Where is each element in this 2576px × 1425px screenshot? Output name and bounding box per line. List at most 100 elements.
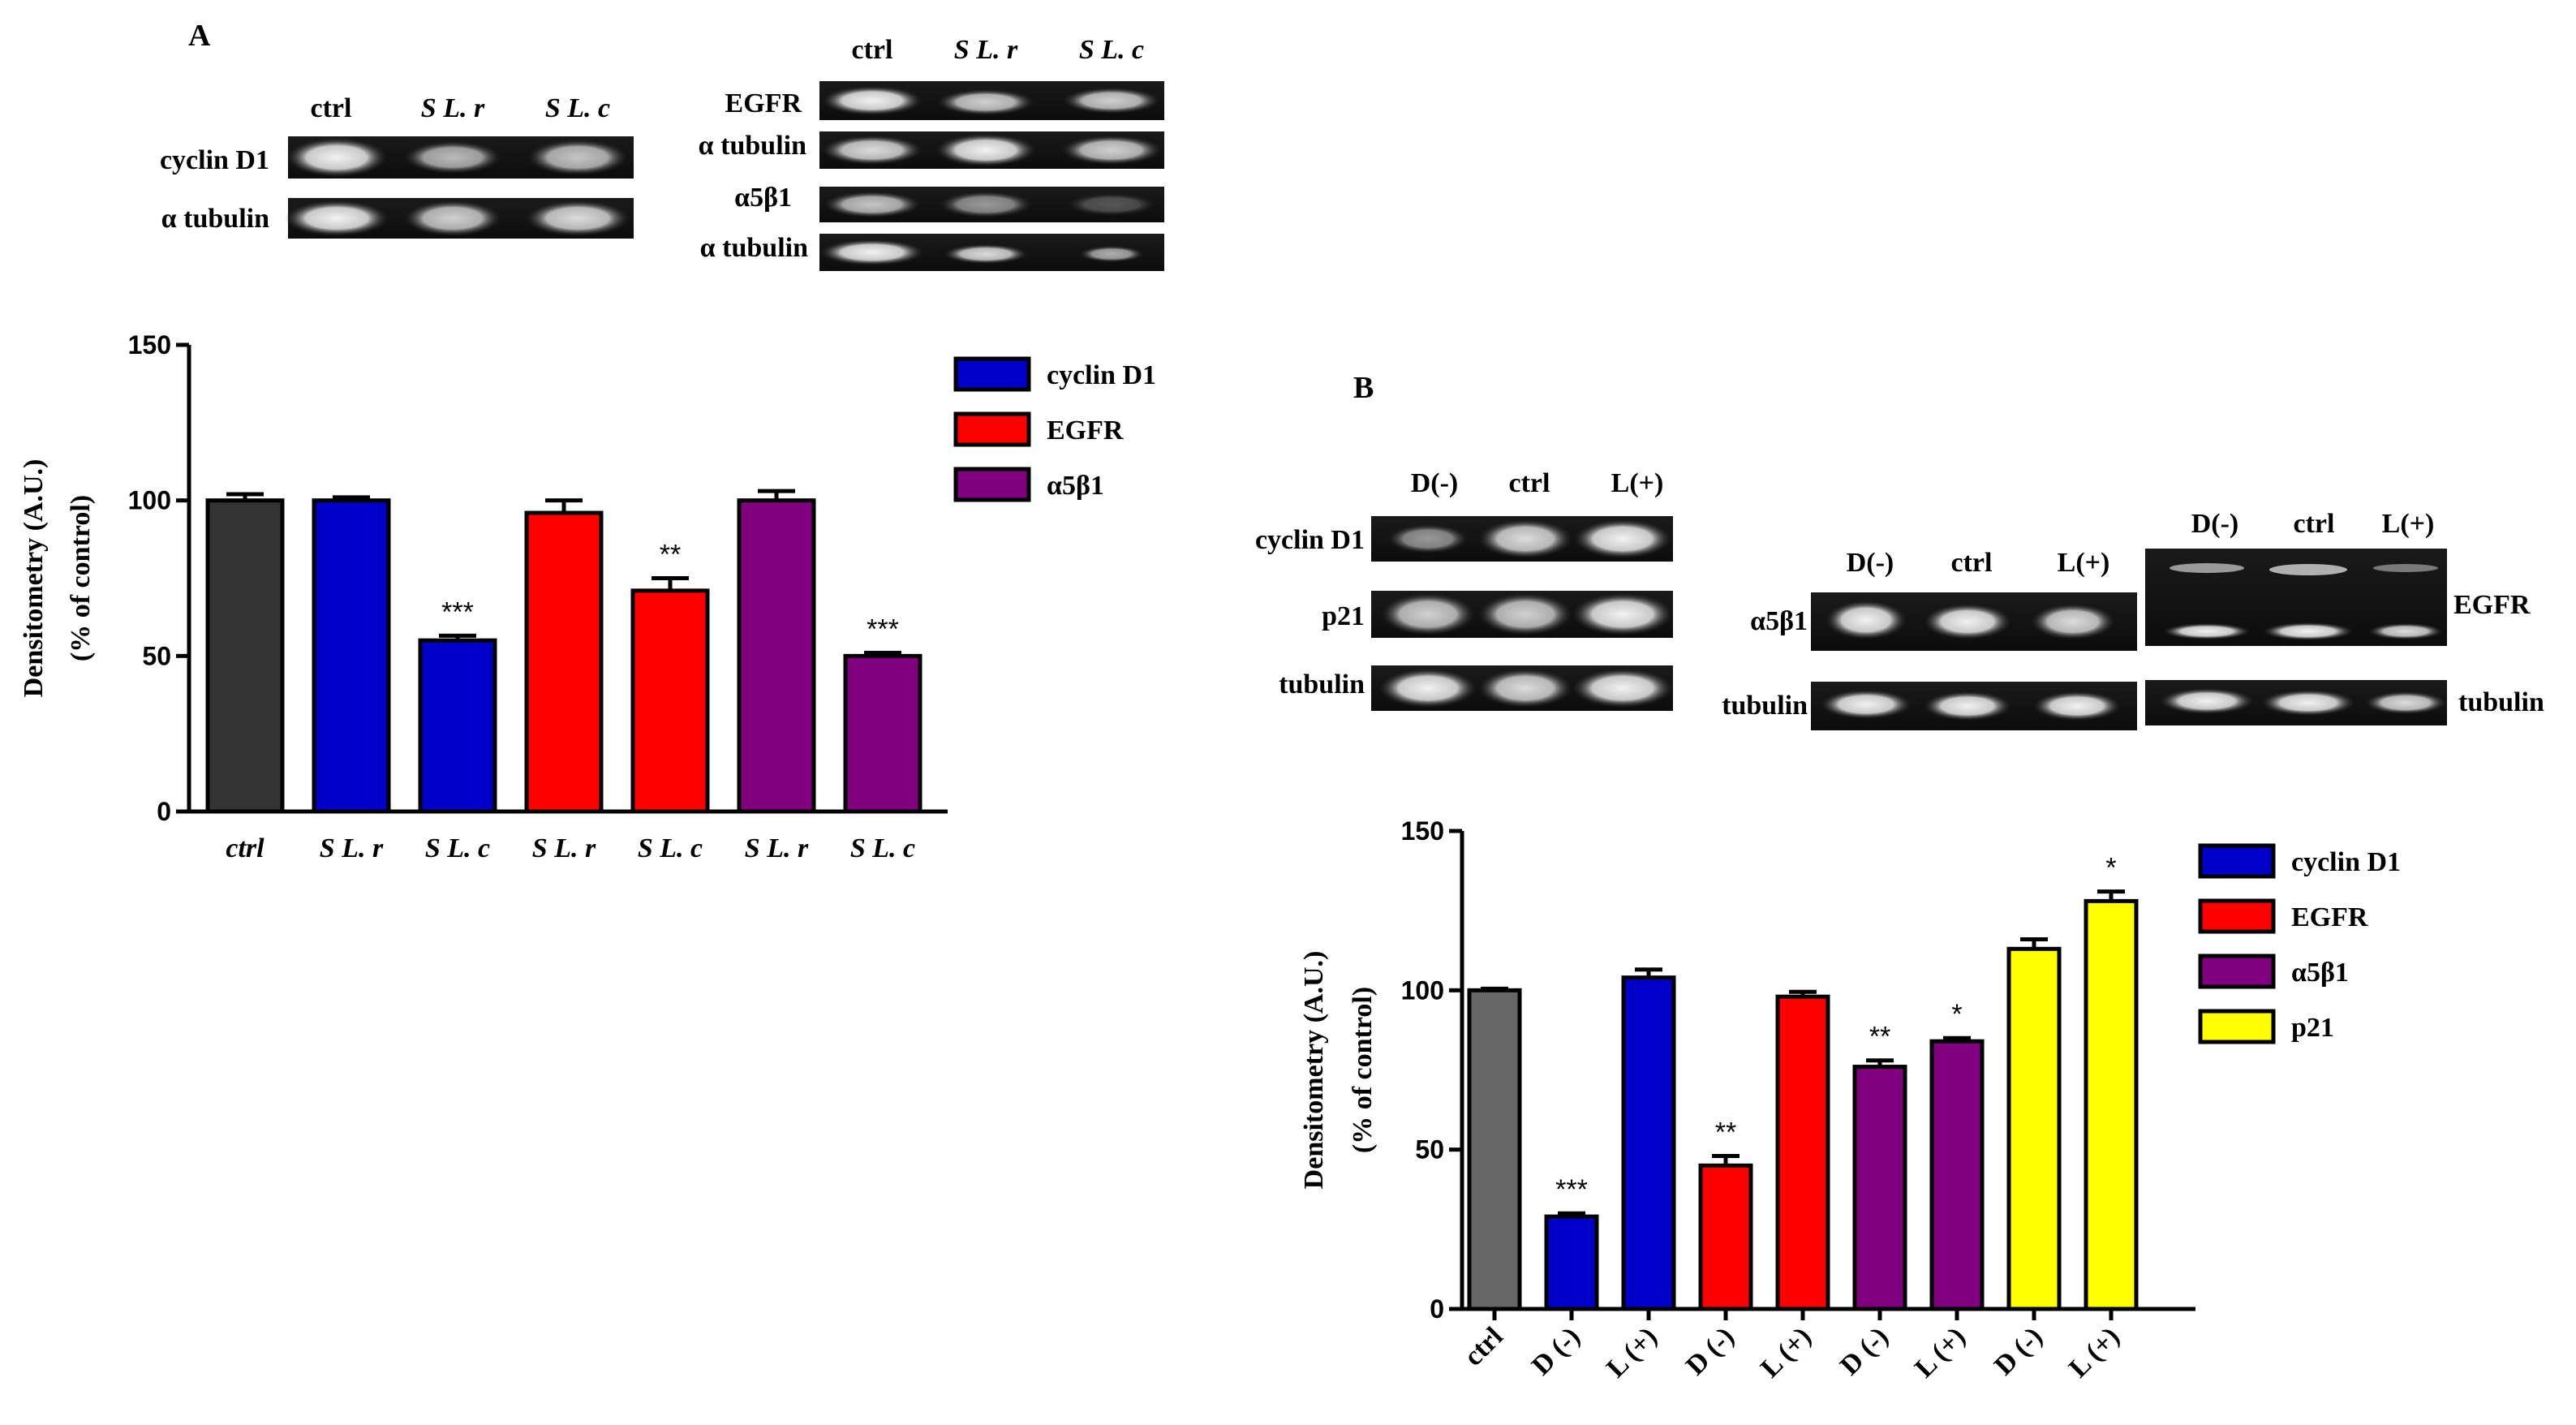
bar: [1775, 994, 1830, 1311]
bar: [2084, 898, 2139, 1311]
blot-b3-gel-egfr: [2145, 549, 2447, 646]
legend-swatch: [953, 467, 1031, 502]
bar: [843, 653, 922, 814]
y-tick-label: 50: [142, 641, 171, 670]
blot-b3-lane-l: L(+): [2382, 509, 2435, 539]
legend-label: p21: [2291, 1013, 2334, 1043]
x-tick-label: S L. r: [532, 833, 596, 863]
blot-a2-row-a5b1: α5β1: [734, 183, 792, 213]
legend-label: cyclin D1: [1047, 360, 1156, 390]
blot-b3-row-tubulin: tubulin: [2458, 687, 2544, 717]
x-tick-label: S L. c: [850, 833, 915, 863]
y-tick-label: 50: [1415, 1135, 1444, 1165]
x-tick-label: S L. c: [638, 833, 703, 863]
bar: [630, 588, 710, 814]
x-tick-label: S L. r: [320, 833, 384, 863]
bar: [737, 498, 816, 814]
y-tick-label: 150: [128, 330, 171, 359]
blot-a2-row-egfr: EGFR: [725, 88, 802, 118]
blot-a2-row-tubulin2: α tubulin: [700, 233, 808, 263]
blot-b1-row-cyclin: cyclin D1: [1255, 525, 1365, 555]
significance-label: *: [2105, 853, 2116, 884]
x-tick-label: L (+): [1755, 1321, 1817, 1384]
y-tick-label: 100: [128, 486, 171, 515]
bar: [524, 510, 604, 814]
significance-label: **: [1869, 1022, 1890, 1053]
blot-b1-gel-tubulin: [1371, 665, 1673, 711]
blot-a2-gel-a5b1: [819, 187, 1164, 222]
x-tick-label: L (+): [1909, 1321, 1972, 1384]
blot-b1-lane-ctrl: ctrl: [1509, 468, 1550, 498]
legend-swatch: [2198, 898, 2276, 934]
bar: [418, 638, 497, 814]
bar: [1621, 975, 1676, 1311]
y-axis-subtitle: (% of control): [66, 495, 96, 661]
blot-a2-lane-slr: S L. r: [954, 35, 1018, 65]
blot-b1-row-tubulin: tubulin: [1279, 669, 1365, 700]
blot-a2-gel-egfr: [819, 81, 1164, 120]
legend-label: cyclin D1: [2291, 847, 2401, 877]
blot-a1-lane-slr: S L. r: [421, 93, 485, 123]
significance-label: ***: [441, 596, 474, 627]
blot-b2-row-a5b1: α5β1: [1750, 606, 1808, 636]
y-tick-label: 150: [1401, 816, 1444, 846]
legend-label: EGFR: [1047, 415, 1124, 446]
blot-a2-gel-tubulin2: [819, 234, 1164, 271]
blot-b2-gel-a5b1: [1811, 592, 2137, 651]
significance-label: *: [1951, 999, 1962, 1030]
bar: [1544, 1214, 1599, 1311]
blot-b2-row-tubulin: tubulin: [1722, 691, 1808, 721]
legend-swatch: [2198, 1009, 2276, 1044]
legend-swatch: [2198, 843, 2276, 879]
y-axis-title: Densitometry (A.U.): [1299, 951, 1329, 1190]
bar: [1467, 988, 1522, 1311]
blot-b1-gel-cyclin: [1371, 516, 1673, 562]
x-tick-label: L (+): [1601, 1321, 1663, 1384]
blot-a1-row-tubulin: α tubulin: [161, 204, 269, 234]
legend-label: EGFR: [2291, 902, 2368, 932]
bar: [1852, 1065, 1907, 1311]
blot-b3-lane-d: D(-): [2191, 509, 2239, 539]
panel-a-label: A: [188, 19, 211, 53]
bar: [205, 498, 285, 814]
panel-b-label: B: [1353, 371, 1374, 405]
legend-label: α5β1: [2291, 958, 2349, 988]
blot-b3-row-egfr: EGFR: [2453, 590, 2531, 620]
blot-a2-gel-tubulin1: [819, 131, 1164, 169]
y-tick-label: 0: [157, 797, 171, 826]
legend-swatch: [2198, 954, 2276, 989]
y-tick-label: 0: [1430, 1294, 1444, 1324]
blot-a2-lane-ctrl: ctrl: [852, 35, 893, 65]
blot-a1-gel-tubulin: [285, 198, 634, 239]
blot-a2-lane-slc: S L. c: [1079, 35, 1144, 65]
blot-b3-gel-tubulin: [2145, 680, 2447, 725]
bar: [1698, 1163, 1753, 1311]
significance-label: ***: [867, 614, 899, 645]
y-tick-label: 100: [1401, 975, 1444, 1005]
blot-a1-lane-slc: S L. c: [545, 93, 610, 123]
chart-b: 0 50 100 150 Densitometry (A.U.) (% of contro…: [1299, 816, 2401, 1384]
significance-label: **: [660, 540, 681, 570]
x-tick-label: L (+): [2063, 1321, 2126, 1384]
significance-label: **: [1715, 1117, 1736, 1148]
blot-a2-row-tubulin1: α tubulin: [699, 131, 806, 161]
chart-a: 0 50 100 150 Densitometry (A.U.) (% of contro…: [19, 330, 1156, 863]
blot-b1-lane-l: L(+): [1611, 468, 1664, 498]
x-tick-label: ctrl: [226, 833, 264, 863]
blot-a1-lane-ctrl: ctrl: [311, 93, 352, 123]
x-tick-label: S L. c: [425, 833, 490, 863]
blot-b2-gel-tubulin: [1811, 682, 2137, 730]
x-tick-label: D (-): [1989, 1321, 2049, 1381]
x-tick-label: S L. r: [745, 833, 809, 863]
significance-label: ***: [1555, 1174, 1588, 1205]
blot-b2-lane-l: L(+): [2058, 548, 2110, 578]
x-tick-label: ctrl: [1458, 1321, 1508, 1371]
y-axis-title: Densitometry (A.U.): [19, 459, 49, 698]
bar: [2006, 946, 2062, 1311]
blot-b1-gel-p21: [1371, 591, 1673, 638]
x-tick-label: D (-): [1680, 1321, 1740, 1381]
bar: [312, 498, 391, 814]
blot-b2-lane-d: D(-): [1847, 548, 1894, 578]
